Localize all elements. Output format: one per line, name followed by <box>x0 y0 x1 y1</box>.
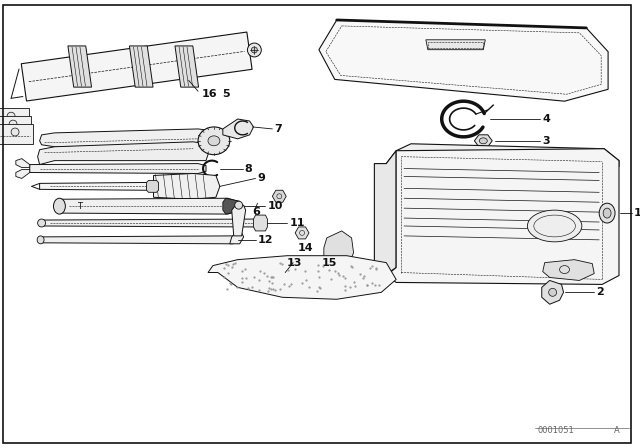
Polygon shape <box>541 280 564 304</box>
Text: 11: 11 <box>289 218 305 228</box>
Polygon shape <box>230 233 244 244</box>
Polygon shape <box>16 159 29 168</box>
Polygon shape <box>387 144 619 172</box>
Polygon shape <box>40 182 156 190</box>
Polygon shape <box>0 108 29 128</box>
Text: 16: 16 <box>202 89 218 99</box>
Text: 7: 7 <box>275 124 282 134</box>
Polygon shape <box>374 151 396 276</box>
Text: 5: 5 <box>222 89 230 99</box>
Polygon shape <box>295 227 309 239</box>
Ellipse shape <box>7 112 15 120</box>
Ellipse shape <box>38 219 45 227</box>
Ellipse shape <box>208 136 220 146</box>
Ellipse shape <box>198 127 230 155</box>
Polygon shape <box>175 46 198 87</box>
Polygon shape <box>60 198 239 214</box>
Ellipse shape <box>248 43 261 57</box>
Polygon shape <box>21 32 252 101</box>
Text: 12: 12 <box>257 235 273 245</box>
Ellipse shape <box>9 120 17 128</box>
Text: 14: 14 <box>298 243 314 253</box>
Text: 13: 13 <box>286 258 301 267</box>
Polygon shape <box>253 215 268 231</box>
Text: 0001051: 0001051 <box>538 426 575 435</box>
Polygon shape <box>232 205 246 236</box>
Polygon shape <box>324 231 353 267</box>
Polygon shape <box>40 129 218 147</box>
Text: 2: 2 <box>596 287 604 297</box>
Text: 4: 4 <box>543 114 550 124</box>
Polygon shape <box>40 219 266 227</box>
Ellipse shape <box>479 138 487 144</box>
Polygon shape <box>223 119 253 139</box>
Ellipse shape <box>603 208 611 218</box>
Polygon shape <box>38 142 210 164</box>
Ellipse shape <box>11 128 19 136</box>
Polygon shape <box>474 135 492 147</box>
Ellipse shape <box>54 198 65 214</box>
Polygon shape <box>16 169 29 178</box>
Polygon shape <box>426 40 485 50</box>
Polygon shape <box>154 173 220 199</box>
Polygon shape <box>223 198 242 214</box>
Polygon shape <box>543 260 594 280</box>
Ellipse shape <box>527 210 582 242</box>
Polygon shape <box>68 46 92 87</box>
Polygon shape <box>29 164 206 173</box>
Text: 6: 6 <box>253 207 260 217</box>
Text: 1: 1 <box>634 208 640 218</box>
Text: 3: 3 <box>543 136 550 146</box>
Polygon shape <box>319 20 608 101</box>
Text: T: T <box>77 202 82 211</box>
Text: 8: 8 <box>244 164 252 173</box>
Polygon shape <box>387 149 619 284</box>
Ellipse shape <box>37 236 44 244</box>
Polygon shape <box>40 236 237 244</box>
Text: 9: 9 <box>257 173 266 183</box>
Polygon shape <box>147 181 159 192</box>
Ellipse shape <box>548 289 557 296</box>
Polygon shape <box>273 190 286 202</box>
Ellipse shape <box>235 201 243 209</box>
Polygon shape <box>129 46 153 87</box>
Polygon shape <box>0 124 33 144</box>
Polygon shape <box>0 116 31 136</box>
Ellipse shape <box>599 203 615 223</box>
Ellipse shape <box>252 47 257 53</box>
Text: 10: 10 <box>268 201 283 211</box>
Text: 15: 15 <box>322 258 337 267</box>
Polygon shape <box>208 256 396 299</box>
Text: A: A <box>614 426 620 435</box>
